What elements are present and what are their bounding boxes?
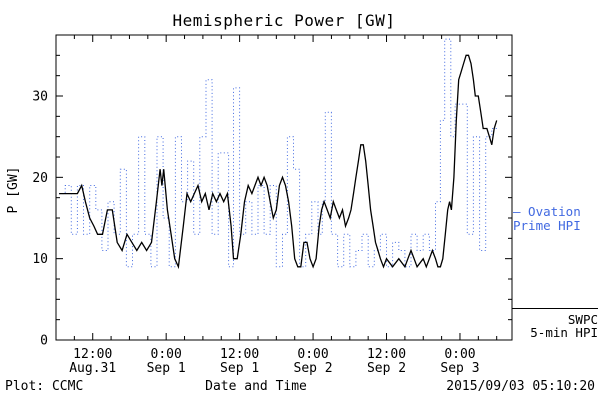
legend-ovation-label-line2: Prime HPI [513, 218, 581, 233]
legend-ovation-label-line1: – Ovation [513, 204, 581, 219]
y-axis-ticks [56, 34, 512, 341]
svg-text:0: 0 [40, 334, 48, 349]
svg-text:30: 30 [32, 90, 48, 105]
legend-ovation: – Ovation Prime HPI [513, 205, 581, 233]
svg-text:0:00: 0:00 [297, 347, 328, 362]
svg-text:20: 20 [32, 171, 48, 186]
timestamp: 2015/09/03 05:10:20 [446, 379, 595, 394]
plot-credit: Plot: CCMC [5, 379, 84, 394]
legend-swpc-line-sample [512, 308, 598, 309]
svg-text:0:00: 0:00 [444, 347, 475, 362]
legend-swpc-label-line2: 5-min HPI [530, 325, 598, 340]
svg-text:12:00: 12:00 [220, 347, 259, 362]
series-swpc-5-min-hpi [59, 54, 498, 270]
chart-title: Hemispheric Power [GW] [172, 11, 396, 30]
y-axis-label: P [GW] [6, 166, 21, 214]
svg-text:Sep 2: Sep 2 [294, 361, 333, 376]
svg-text:12:00: 12:00 [367, 347, 406, 362]
svg-text:Sep 2: Sep 2 [367, 361, 406, 376]
svg-text:Aug.31: Aug.31 [69, 361, 116, 376]
svg-text:Sep 1: Sep 1 [220, 361, 259, 376]
svg-text:12:00: 12:00 [73, 347, 112, 362]
svg-text:Sep 3: Sep 3 [440, 361, 479, 376]
y-tick-labels: 0 10 20 30 [32, 90, 48, 349]
svg-text:0:00: 0:00 [151, 347, 182, 362]
x-axis-ticks [55, 35, 498, 340]
x-axis-label: Date and Time [205, 379, 307, 394]
svg-text:Sep 1: Sep 1 [147, 361, 186, 376]
series-ovation-prime-hpi [59, 38, 498, 268]
svg-text:10: 10 [32, 252, 48, 267]
legend-swpc-label-line1: SWPC [567, 312, 598, 327]
plot-frame [55, 34, 513, 341]
legend-swpc: SWPC 5-min HPI [512, 308, 598, 339]
